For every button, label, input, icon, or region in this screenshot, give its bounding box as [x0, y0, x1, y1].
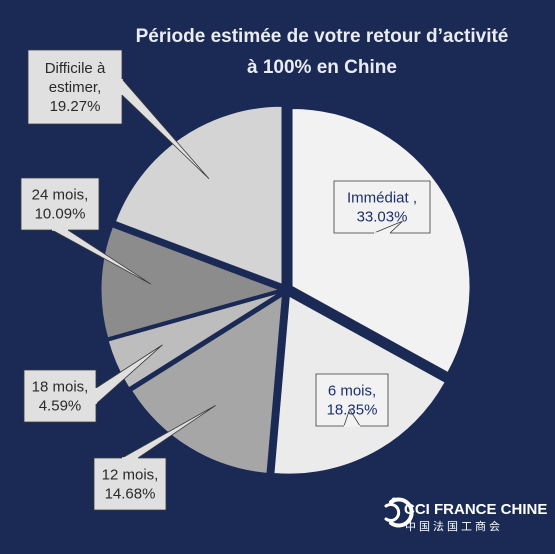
pie-slice-difficile: [114, 105, 283, 285]
callout-label-12-mois: 12 mois,: [102, 467, 159, 484]
callout-label-12-mois: 14.68%: [105, 486, 156, 503]
callout-label-18-mois: 18 mois,: [32, 379, 89, 396]
callout-label-immediat: Immédiat ,: [347, 190, 417, 207]
logo-subtext: 中国法国工商会: [405, 519, 503, 533]
callout-difficile: Difficile à estimer, 19.27%: [27, 49, 210, 180]
callout-label-difficile: 19.27%: [50, 98, 101, 115]
logo-text: CCI FRANCE CHINE: [404, 501, 547, 518]
callout-label-24-mois: 24 mois,: [32, 187, 89, 204]
pie-slice-immediat: [291, 107, 471, 374]
cci-logo: CCI FRANCE CHINE 中国法国工商会: [384, 497, 547, 533]
callout-label-6-mois: 18.35%: [327, 402, 378, 419]
cci-logo-icon: [384, 497, 414, 528]
callout-18-mois: 18 mois, 4.59%: [23, 344, 163, 423]
callout-label-difficile: Difficile à: [45, 60, 106, 77]
callout-label-6-mois: 6 mois,: [328, 383, 376, 400]
callout-6-mois: 6 mois, 18.35%: [315, 373, 389, 427]
callout-label-immediat: 33.03%: [357, 209, 408, 226]
pie-slice-18-mois: [107, 292, 280, 389]
callout-label-difficile: estimer,: [49, 79, 102, 96]
chart-title-line-2: à 100% en Chine: [247, 57, 397, 78]
chart-title-line-1: Période estimée de votre retour d’activi…: [136, 26, 509, 47]
callout-label-24-mois: 10.09%: [35, 206, 86, 223]
callout-12-mois: 12 mois, 14.68%: [93, 405, 216, 511]
pie-slices: [100, 105, 471, 475]
pie-callouts: Immédiat , 33.03% 6 mois, 18.35% 12 mois, 14.…: [20, 49, 431, 511]
pie-slice-12-mois: [131, 295, 283, 474]
pie-slice-24-mois: [100, 226, 281, 339]
callout-immediat: Immédiat , 33.03%: [333, 180, 431, 234]
callout-label-18-mois: 4.59%: [39, 398, 82, 415]
callout-24-mois: 24 mois, 10.09%: [20, 177, 152, 285]
